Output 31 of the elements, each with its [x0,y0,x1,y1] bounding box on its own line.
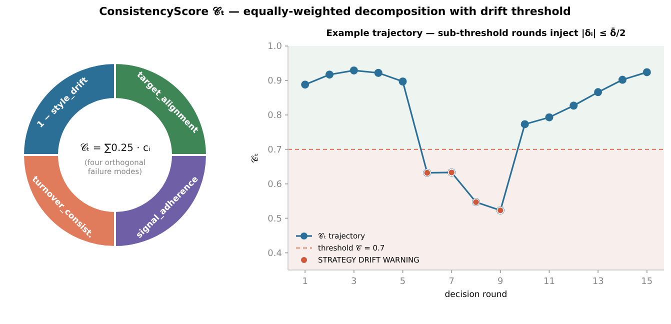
x-tick-label: 15 [641,277,653,287]
y-axis-title: 𝒞ₜ [251,152,261,163]
y-tick-label: 0.9 [268,76,282,87]
x-tick-label: 1 [302,277,308,287]
point [570,102,578,110]
x-axis-title: decision round [444,290,508,300]
x-tick-label: 5 [400,277,406,287]
text: ConsistencyScore 𝒞ₜ — equally-weighted decomposition with drift threshold [99,5,571,18]
chart-title: Example trajectory — sub-threshold rounds inject |δᵢ| ≤ δ̄/2 [326,27,626,39]
point [545,113,554,122]
x-tick-label: 9 [498,277,504,287]
point [398,77,407,86]
y-tick-label: 0.8 [268,111,282,122]
y-tick-label: 0.5 [268,214,282,224]
point [326,70,334,79]
y-tick-label: 0.7 [268,146,282,156]
point [301,80,310,89]
x-tick-label: 3 [351,277,357,287]
text: 𝒞ₜ = ∑0.25 · cᵢ [80,143,150,154]
point [618,76,626,84]
point [350,66,358,74]
x-tick-label: 13 [592,277,604,287]
y-tick-label: 1.0 [268,42,282,52]
point [642,68,651,76]
point [520,120,529,128]
point [594,88,602,96]
x-tick-label: 11 [544,277,555,287]
y-tick-label: 0.6 [268,180,282,190]
y-tick-label: 0.4 [268,248,282,259]
x-tick-label: 7 [448,277,454,287]
point [374,68,382,77]
